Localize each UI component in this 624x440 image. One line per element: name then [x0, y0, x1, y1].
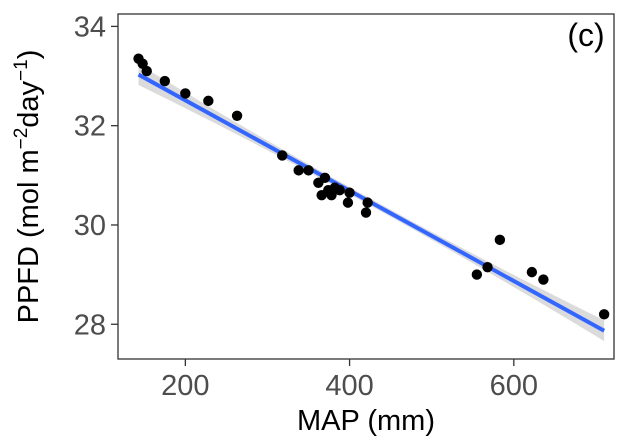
data-point [180, 88, 191, 99]
y-axis-title-mid: day [13, 80, 45, 127]
y-axis-title-close: ) [13, 50, 45, 60]
data-point [494, 234, 506, 246]
y-axis-title-exp2: −1 [11, 59, 32, 81]
x-tick-label: 200 [161, 370, 209, 402]
data-point [471, 269, 483, 280]
data-point [277, 150, 288, 161]
data-point [342, 197, 354, 208]
data-point [303, 165, 314, 176]
axes: 200 400 600 28 30 32 34 [74, 11, 615, 402]
data-point [362, 197, 373, 208]
data-point [482, 261, 493, 273]
plot-frame [117, 13, 615, 360]
data-point [538, 274, 549, 285]
x-axis-title: MAP (mm) [297, 405, 435, 437]
data-point [319, 172, 331, 184]
data-point [141, 65, 152, 77]
data-point [526, 266, 538, 278]
data-point [344, 187, 355, 198]
panel-label: (c) [567, 17, 604, 53]
y-axis-title-base: PPFD (mol m [13, 149, 45, 323]
y-tick-label: 28 [74, 309, 106, 341]
x-tick-label: 400 [325, 370, 373, 402]
y-axis-title: PPFD (mol m−2day−1) [11, 50, 45, 324]
data-point [231, 110, 243, 121]
y-axis-title-exp1: −2 [11, 128, 32, 150]
y-tick-label: 32 [74, 111, 106, 143]
data-point [334, 185, 345, 196]
data-point [293, 165, 304, 176]
data-point [598, 309, 610, 320]
data-point [203, 95, 214, 107]
data-point [159, 75, 171, 87]
data-point [360, 207, 372, 218]
data-points [133, 53, 610, 320]
x-tick-label: 600 [490, 370, 538, 402]
y-tick-label: 30 [74, 210, 106, 242]
y-tick-label: 34 [74, 11, 106, 43]
